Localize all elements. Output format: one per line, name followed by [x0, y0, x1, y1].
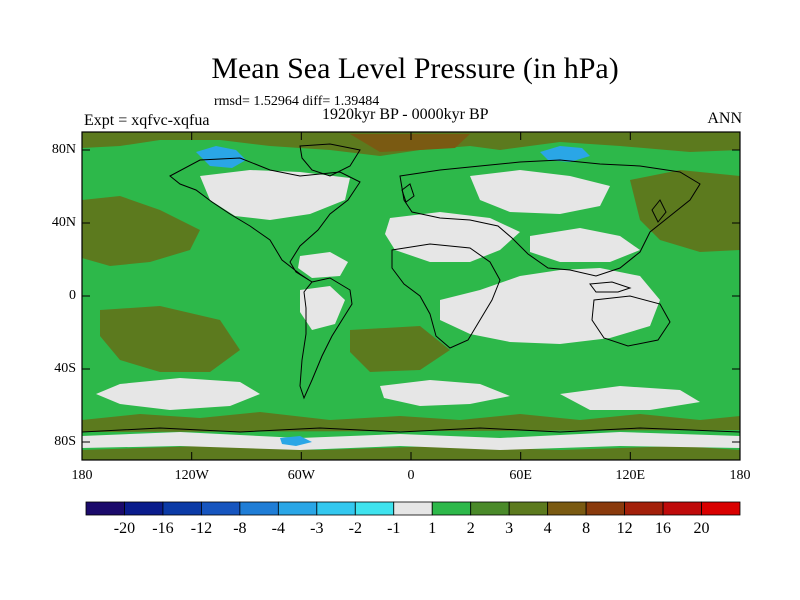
positive-region-south-pacific [100, 306, 240, 372]
colorbar-box [277, 501, 318, 516]
negative-region-antarctic [280, 436, 312, 446]
colorbar-box [239, 501, 279, 516]
neutral-region-central-asia [530, 228, 640, 262]
colorbar-label: -2 [348, 520, 362, 537]
colorbar-label: -8 [233, 520, 247, 537]
season-label: ANN [707, 110, 742, 127]
colorbar-label: 1 [428, 520, 437, 537]
colorbar-box [701, 501, 741, 516]
neutral-region-antarctic-band [82, 432, 740, 450]
colorbar-box [585, 501, 625, 516]
colorbar-label: -20 [113, 520, 136, 537]
stats-line: rmsd= 1.52964 diff= 1.39484 [214, 94, 380, 109]
positive-region-arctic-core [350, 134, 470, 152]
coastline-uk [401, 183, 415, 203]
colorbar-box [508, 501, 549, 516]
colorbar-label: -3 [310, 520, 324, 537]
colorbar-label: -12 [190, 520, 213, 537]
coastline-eurasia [399, 159, 701, 277]
colorbar-label: 4 [543, 520, 552, 537]
coastline-indonesia [589, 281, 632, 293]
positive-region-north-pacific [82, 196, 200, 266]
lat-label-80s: 80S [54, 434, 76, 449]
colorbar-box [124, 501, 164, 516]
coastline-japan [651, 199, 667, 223]
neutral-region-southern-indian-band [560, 386, 700, 410]
colorbar-label: 3 [505, 520, 514, 537]
lat-label-40n: 40N [51, 215, 76, 230]
coastline-south-america [299, 277, 353, 400]
lon-label-0: 0 [407, 468, 415, 483]
colorbar-box [470, 501, 510, 516]
colorbar-box [547, 501, 587, 516]
lon-label-120e: 120E [615, 468, 646, 483]
longitude-ticks [81, 132, 741, 460]
colorbar-box [201, 501, 241, 516]
coastline-north-america [169, 157, 361, 283]
colorbar [85, 501, 741, 516]
neutral-region-europe-africa [385, 212, 520, 262]
negative-region-greenland [196, 146, 246, 168]
neutral-region-south-america [300, 286, 345, 330]
colorbar-label: -1 [387, 520, 401, 537]
colorbar-box [624, 501, 664, 516]
colorbar-label: 20 [693, 520, 710, 537]
neutral-region-indian-ocean [440, 268, 660, 344]
neutral-region-caribbean [298, 252, 348, 278]
colorbar-label: -4 [271, 520, 285, 537]
period-label: 1920kyr BP - 0000kyr BP [322, 106, 489, 123]
colorbar-label: 12 [616, 520, 633, 537]
neutral-region-north-america [200, 170, 350, 220]
colorbar-label: 8 [582, 520, 591, 537]
neutral-region-south-atlantic-band [380, 380, 510, 406]
colorbar-box [431, 501, 472, 516]
neutral-region-siberia [470, 170, 610, 214]
coastline-antarctica [81, 427, 741, 433]
lat-label-0: 0 [69, 288, 76, 303]
positive-region-southern-ocean [82, 412, 740, 432]
positive-region-west-pacific [630, 170, 740, 252]
pressure-field [82, 132, 740, 460]
neutral-region-south-pacific [96, 378, 260, 410]
coastline-greenland [299, 143, 361, 177]
experiment-label: Expt = xqfvc-xqfua [84, 112, 210, 129]
negative-region-barents [540, 146, 590, 162]
colorbar-box [85, 501, 125, 516]
colorbar-box [316, 501, 356, 516]
colorbar-box [662, 501, 702, 516]
lat-label-40s: 40S [54, 361, 76, 376]
positive-region-south-atlantic [350, 326, 450, 372]
lon-label-60e: 60E [509, 468, 532, 483]
lat-label-80n: 80N [51, 142, 76, 157]
lon-label-180e: 180 [729, 468, 751, 483]
coastline-africa [391, 243, 501, 349]
colorbar-label: -16 [152, 520, 174, 537]
lon-label-180w: 180 [71, 468, 93, 483]
coastlines [81, 143, 741, 433]
colorbar-label: 2 [466, 520, 475, 537]
lon-label-60w: 60W [287, 468, 315, 483]
colorbar-box [393, 501, 433, 516]
lon-label-120w: 120W [174, 468, 209, 483]
coastline-australia [591, 295, 671, 347]
map-title: Mean Sea Level Pressure (in hPa) [211, 52, 619, 85]
latitude-ticks [82, 149, 740, 443]
colorbar-label: 16 [655, 520, 672, 537]
colorbar-box [354, 501, 395, 516]
colorbar-box [162, 501, 202, 516]
